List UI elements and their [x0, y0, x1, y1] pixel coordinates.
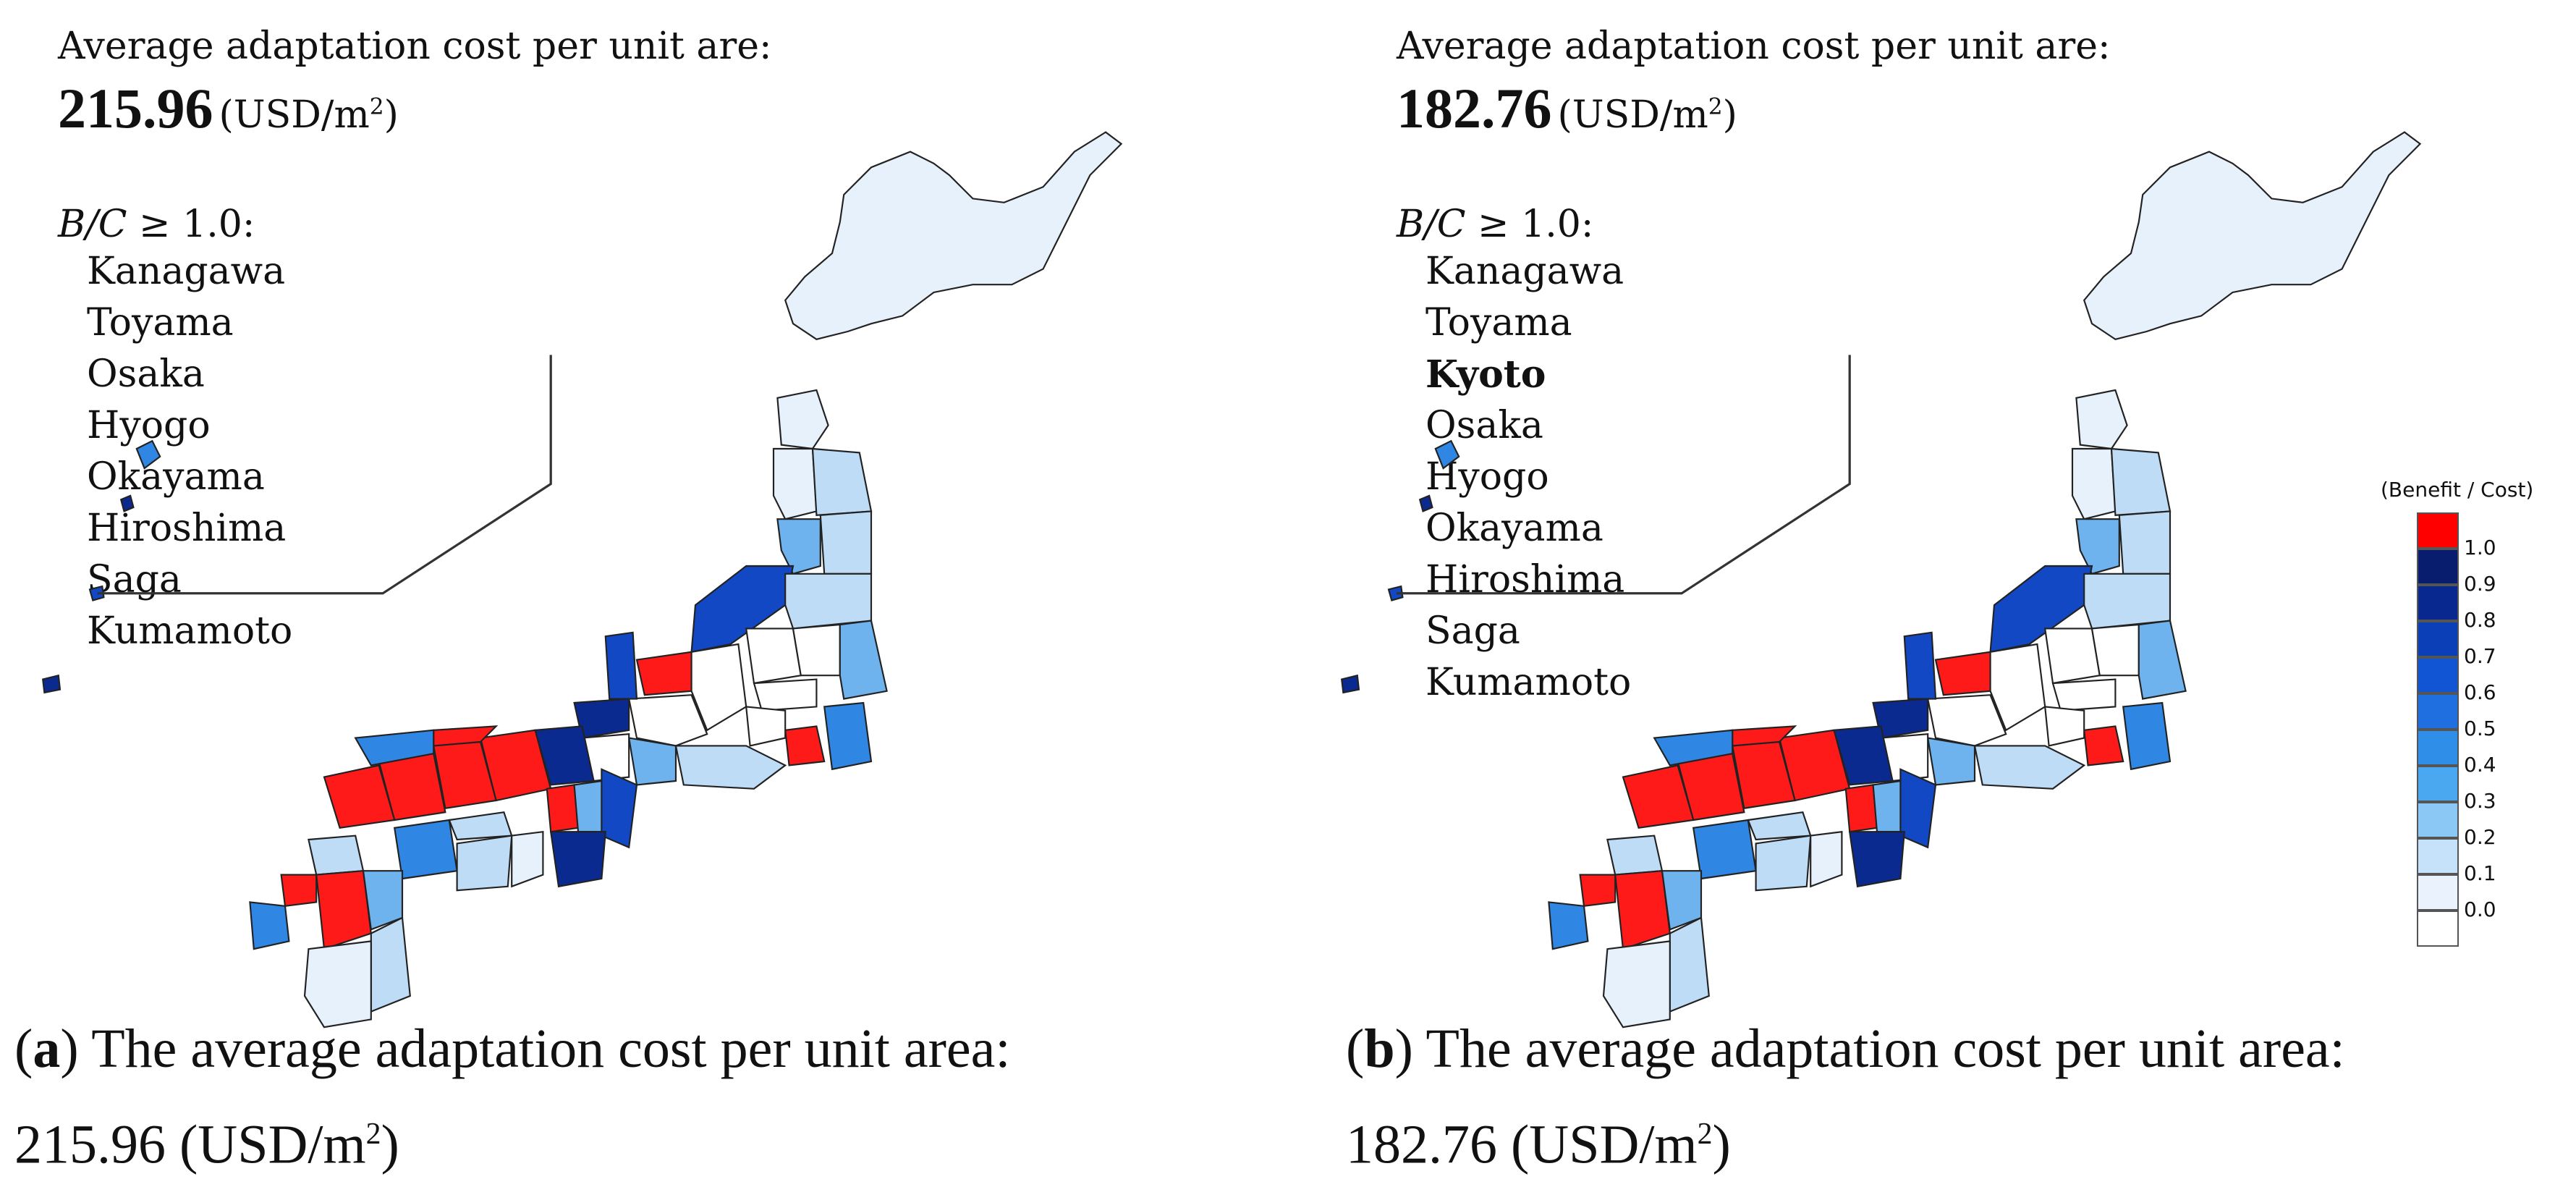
- legend-tick-label: 0.7: [2464, 644, 2496, 668]
- panel-a: Average adaptation cost per unit are: 21…: [0, 0, 1288, 1165]
- prefecture-item: Kanagawa: [1425, 250, 1624, 293]
- cost-unit: (USD/m2): [1557, 93, 1737, 137]
- prefecture-item: Osaka: [1425, 404, 1543, 447]
- legend-swatch: [2417, 802, 2459, 838]
- prefecture-item: Kumamoto: [87, 609, 293, 653]
- cost-header: Average adaptation cost per unit are:: [58, 25, 772, 68]
- cost-value-line: 215.96 (USD/m2): [58, 76, 399, 141]
- map-a: [42, 131, 1122, 1028]
- prefecture-list: Kanagawa Toyama Osaka Hyogo Okayama Hiroshima…: [87, 246, 292, 657]
- prefecture-item: Okayama: [87, 455, 265, 499]
- legend-tick-label: 0.4: [2464, 753, 2496, 777]
- cost-value-line: 182.76 (USD/m2): [1397, 76, 1737, 141]
- legend-swatch: [2417, 838, 2459, 874]
- bc-threshold-label: B/C ≥ 1.0:: [1397, 203, 1594, 246]
- legend-swatch: [2417, 874, 2459, 911]
- legend-tick-label: 0.9: [2464, 572, 2496, 596]
- prefecture-item: Toyama: [87, 301, 234, 345]
- prefecture-item: Saga: [1425, 609, 1520, 653]
- prefecture-item: Toyama: [1425, 301, 1572, 345]
- cost-value: 215.96: [58, 77, 213, 140]
- legend-swatch: [2417, 693, 2459, 730]
- caption-a: (a) The average adaptation cost per unit…: [14, 1018, 1011, 1175]
- prefecture-item: Osaka: [87, 352, 205, 396]
- caption-b: (b) The average adaptation cost per unit…: [1346, 1018, 2345, 1175]
- legend-swatch: [2417, 512, 2459, 549]
- prefecture-item: Kumamoto: [1425, 661, 1632, 704]
- cost-header: Average adaptation cost per unit are:: [1397, 25, 2111, 68]
- legend-title: (Benefit / Cost): [2381, 478, 2534, 502]
- legend-swatch: [2417, 766, 2459, 802]
- legend: (Benefit / Cost) 1.0 0.9 0.8 0.7 0.6 0.5 0.4 0.…: [2381, 478, 2569, 970]
- prefecture-item: Hiroshima: [87, 507, 287, 550]
- legend-tick-label: 0.3: [2464, 789, 2496, 813]
- legend-tick-label: 0.0: [2464, 897, 2496, 921]
- legend-tick-label: 0.1: [2464, 861, 2496, 885]
- legend-tick-label: 0.2: [2464, 825, 2496, 849]
- legend-tick-label: 0.8: [2464, 608, 2496, 632]
- legend-tick-label: 1.0: [2464, 536, 2496, 559]
- legend-swatch: [2417, 621, 2459, 657]
- legend-swatch: [2417, 730, 2459, 766]
- prefecture-item: Kyoto: [1425, 352, 1546, 397]
- prefecture-item: Kanagawa: [87, 250, 286, 293]
- cost-value: 182.76: [1397, 77, 1552, 140]
- prefecture-list: Kanagawa Toyama Kyoto Osaka Hyogo Okayama Hiro…: [1425, 246, 1631, 709]
- bc-threshold-label: B/C ≥ 1.0:: [58, 203, 255, 246]
- prefecture-item: Okayama: [1425, 507, 1603, 550]
- legend-swatch: [2417, 585, 2459, 621]
- legend-tick-label: 0.6: [2464, 680, 2496, 704]
- legend-swatch: [2417, 911, 2459, 947]
- prefecture-item: Hyogo: [87, 404, 211, 447]
- legend-swatch: [2417, 657, 2459, 693]
- legend-tick-label: 0.5: [2464, 717, 2496, 740]
- legend-swatch: [2417, 549, 2459, 585]
- panel-b: Average adaptation cost per unit are: 18…: [1339, 0, 2576, 1165]
- map-b: [1341, 131, 2421, 1028]
- cost-unit: (USD/m2): [219, 93, 399, 137]
- inset-divider: [1396, 355, 1851, 595]
- inset-divider: [97, 355, 552, 595]
